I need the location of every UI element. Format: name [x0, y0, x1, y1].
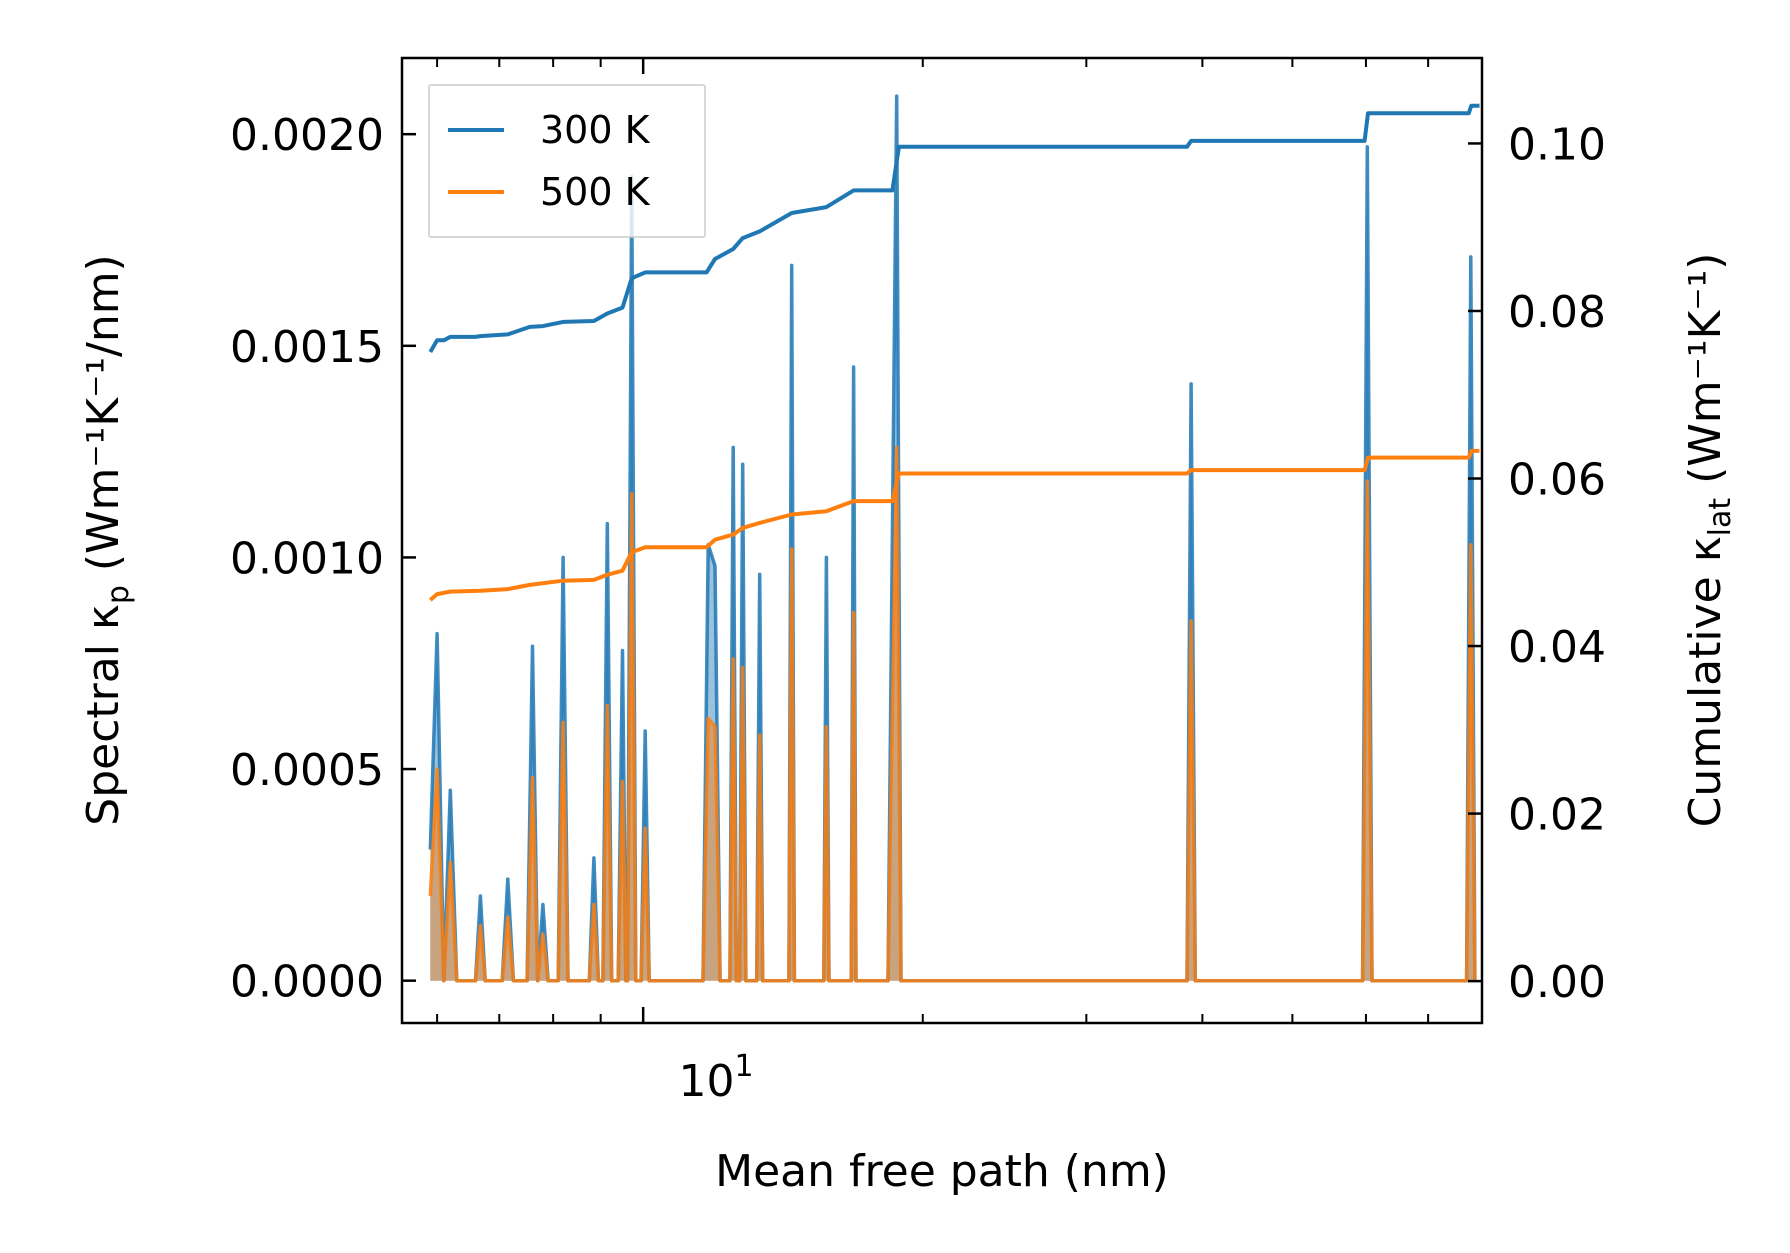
left-axis-title: Spectral κp (Wm⁻¹K⁻¹/nm): [78, 254, 136, 825]
right-tick-label-0.08: 0.08: [1508, 287, 1606, 338]
left-tick-label-0.0005: 0.0005: [230, 745, 384, 796]
right-tick-label-0.06: 0.06: [1508, 455, 1606, 506]
right-tick-label-0.00: 0.00: [1508, 957, 1606, 1008]
spectral-line-500k: [428, 445, 1477, 983]
left-tick-label-0.0015: 0.0015: [230, 322, 384, 373]
left-tick-label-0.0000: 0.0000: [230, 957, 384, 1008]
right-axis-title-prefix: Cumulative κ: [1680, 536, 1731, 827]
x-tick-label-10: 101: [678, 1049, 753, 1107]
legend-label-300k: 300 K: [540, 108, 651, 152]
left-tick-label-0.0010: 0.0010: [230, 533, 384, 584]
left-axis-title-units: (Wm⁻¹K⁻¹/nm): [78, 254, 129, 585]
left-tick-labels: 0.0000 0.0005 0.0010 0.0015 0.0020: [230, 110, 384, 1007]
cumulative-line-500k: [428, 448, 1480, 602]
right-tick-label-0.10: 0.10: [1508, 119, 1606, 170]
axis-ticks: [402, 58, 1482, 1023]
cumulative-lines: [428, 103, 1480, 602]
spectral-lines: [428, 94, 1477, 983]
right-tick-label-0.04: 0.04: [1508, 622, 1606, 673]
legend: 300 K 500 K: [428, 84, 706, 238]
legend-box: [428, 84, 706, 238]
right-axis-title-sub: lat: [1703, 498, 1738, 537]
right-axis-title: Cumulative κlat (Wm⁻¹K⁻¹): [1680, 253, 1738, 828]
left-tick-label-0.0020: 0.0020: [230, 110, 384, 161]
right-axis-title-units: (Wm⁻¹K⁻¹): [1680, 253, 1731, 498]
left-axis-title-sub: p: [101, 585, 136, 604]
plot-frame: [400, 56, 1484, 1025]
x-axis-title: Mean free path (nm): [715, 1146, 1169, 1197]
x-tick-base: 10: [678, 1056, 734, 1107]
cumulative-line-300k: [428, 103, 1480, 354]
legend-label-500k: 500 K: [540, 170, 651, 214]
right-tick-labels: 0.00 0.02 0.04 0.06 0.08 0.10: [1508, 119, 1606, 1008]
x-tick-exponent: 1: [734, 1049, 753, 1084]
left-axis-title-prefix: Spectral κ: [78, 604, 129, 826]
right-tick-label-0.02: 0.02: [1508, 790, 1606, 841]
